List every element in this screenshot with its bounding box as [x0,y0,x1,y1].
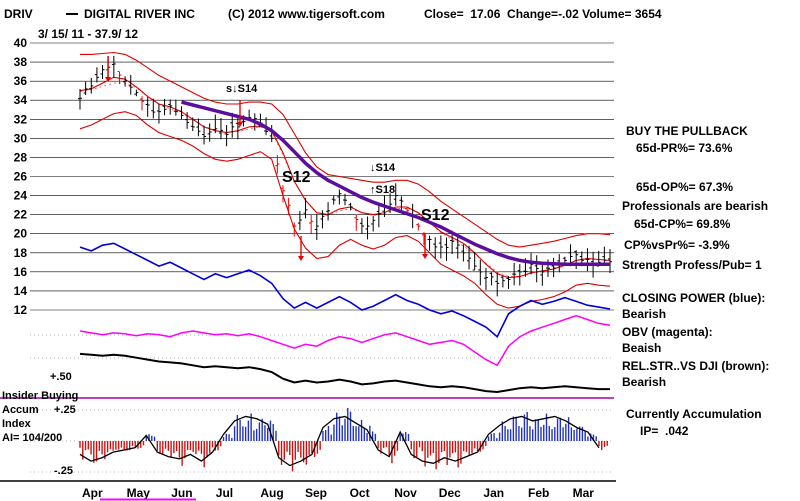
svg-text:26: 26 [14,170,28,184]
axis-label-plus50: +.50 [50,371,72,383]
svg-text:22: 22 [14,208,28,222]
svg-text:16: 16 [14,265,28,279]
x-axis-month-label: Dec [439,486,461,500]
x-axis-month-label: Jan [483,486,504,500]
x-axis-month-label: Nov [394,486,417,500]
analysis-panel-line: 65d-CP%= 69.8% [634,217,731,231]
x-axis-month-label: Jun [171,486,192,500]
svg-text:18: 18 [14,246,28,260]
analysis-panel-line: CLOSING POWER (blue): [622,291,766,305]
x-axis-month-label: Jul [216,486,233,500]
analysis-panel-line: Bearish [622,307,667,321]
header-dash-icon [66,13,78,15]
signal-label: ↓S14 [370,162,396,174]
analysis-panel: BUY THE PULLBACK 65d-PR%= 73.6% 65d-OP%= 6… [620,123,799,439]
svg-text:28: 28 [14,150,28,164]
x-axis-month-label: Feb [528,486,549,500]
svg-text:30: 30 [14,131,28,145]
svg-text:12: 12 [14,303,28,317]
x-axis-month-label: Aug [260,486,283,500]
svg-text:32: 32 [14,112,28,126]
date-range-label: 3/ 15/ 11 - 37.9/ 12 [38,27,139,41]
quote-summary: Close= 17.06 Change=-.02 Volume= 3654 [424,7,662,21]
svg-text:20: 20 [14,227,28,241]
svg-text:24: 24 [14,189,28,203]
analysis-panel-line: REL.STR..VS DJI (brown): [622,359,770,373]
ticker-symbol: DRIV [4,7,33,21]
analysis-panel-line: CP%vsPr%= -3.9% [624,238,730,252]
analysis-panel-line: Professionals are bearish [622,199,769,213]
analysis-panel-line: 65d-OP%= 67.3% [636,180,734,194]
signal-label: s↓S14 [226,83,258,95]
axis-label-plus25: +.25 [54,404,76,416]
x-axis-month-label: May [127,486,151,500]
insider-buying-label: Insider Buying [2,390,79,402]
axis-label-minus25: -.25 [54,465,73,477]
index-label: Index [2,418,31,430]
x-axis-month-label: Mar [573,486,595,500]
svg-text:38: 38 [14,55,28,69]
signal-label: ↑S18 [370,184,396,196]
analysis-panel-line: Currently Accumulation [626,407,762,421]
x-axis-month-label: Sep [305,486,327,500]
analysis-panel-line: Strength Profess/Pub= 1 [622,258,762,272]
svg-text:36: 36 [14,74,28,88]
analysis-panel-line: BUY THE PULLBACK [626,124,748,138]
company-name: DIGITAL RIVER INC [84,7,195,21]
analysis-panel-line: Beaish [622,341,662,355]
svg-text:34: 34 [14,93,28,107]
x-axis-month-label: Apr [82,486,103,500]
x-axis-month-label: Oct [350,486,370,500]
signal-label: S12 [282,169,311,186]
copyright-text: (C) 2012 www.tigersoft.com [228,7,385,21]
svg-text:40: 40 [14,36,28,50]
analysis-panel-line: OBV (magenta): [622,325,713,339]
ai-value-label: AI= 104/200 [2,432,63,444]
accum-label: Accum [2,404,39,416]
price-chart: 40 38 36 34 32 30 28 26 24 22 20 18 16 14 12 Apr May Jun J… [0,36,616,501]
analysis-panel-line: 65d-PR%= 73.6% [636,141,733,155]
signal-label: S12 [421,207,450,224]
svg-text:14: 14 [14,284,28,298]
analysis-panel-line: Bearish [622,375,667,389]
analysis-panel-line: IP= .042 [640,424,689,438]
